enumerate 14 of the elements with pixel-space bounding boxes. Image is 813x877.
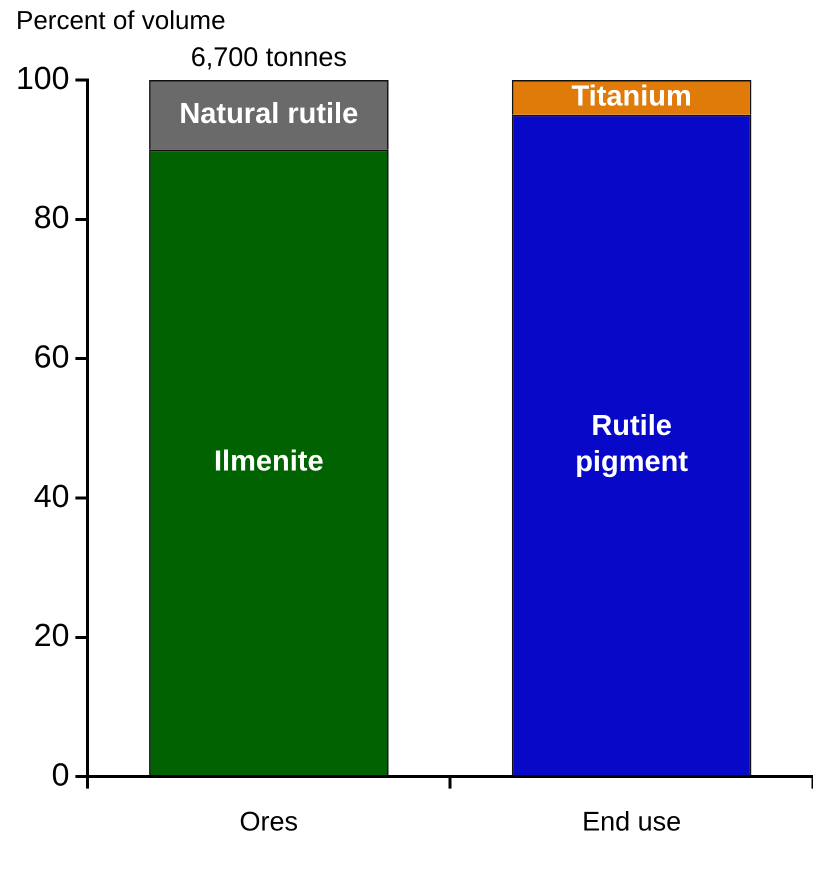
y-tick-label: 60 (34, 338, 70, 374)
y-axis-title: Percent of volume (16, 5, 226, 36)
y-tick-label: 0 (52, 756, 70, 792)
annotation: 6,700 tonnes (190, 42, 347, 72)
series-label: Natural rutile (179, 98, 358, 130)
x-tick-label: Ores (240, 806, 298, 836)
y-tick-label: 80 (34, 199, 70, 236)
y-tick-label: 100 (16, 60, 70, 96)
y-tick-label: 40 (34, 478, 70, 514)
series-label: Rutile pigment (575, 410, 688, 478)
x-tick-label: End use (582, 806, 682, 836)
series-label: Titanium (571, 80, 692, 112)
y-tick-label: 20 (34, 617, 70, 654)
series-label: Ilmenite (214, 445, 324, 478)
